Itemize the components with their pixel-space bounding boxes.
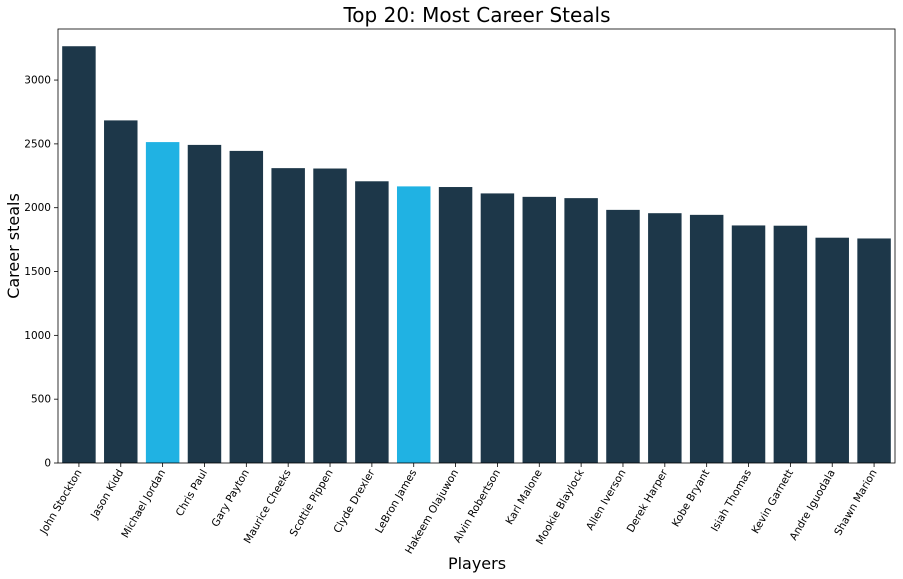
y-tick-label: 2000 [24,202,51,214]
bar [731,225,766,463]
bar [271,168,305,463]
x-axis-label: Players [448,554,506,573]
bar [857,238,891,463]
bar [606,209,640,463]
y-tick-label: 1500 [24,266,51,278]
y-tick-label: 500 [31,394,51,406]
bar [564,198,598,463]
bar [522,196,557,463]
y-axis-label: Career steals [4,193,23,299]
y-tick-label: 1000 [24,330,51,342]
bar [438,187,473,464]
bar [229,150,264,463]
bar [355,181,389,463]
bar [187,144,222,463]
bar [648,213,682,463]
y-tick-label: 2500 [24,138,51,150]
y-tick-label: 3000 [24,75,51,87]
bar [62,46,96,463]
bar [396,186,431,463]
bar [313,168,347,463]
bar [815,237,849,463]
y-tick-label: 0 [44,458,51,470]
bar [104,120,138,463]
plot-frame [57,28,896,464]
bar [689,214,724,463]
bar [145,142,180,464]
bar [480,193,515,463]
bar [773,225,808,463]
chart-title: Top 20: Most Career Steals [342,3,610,27]
